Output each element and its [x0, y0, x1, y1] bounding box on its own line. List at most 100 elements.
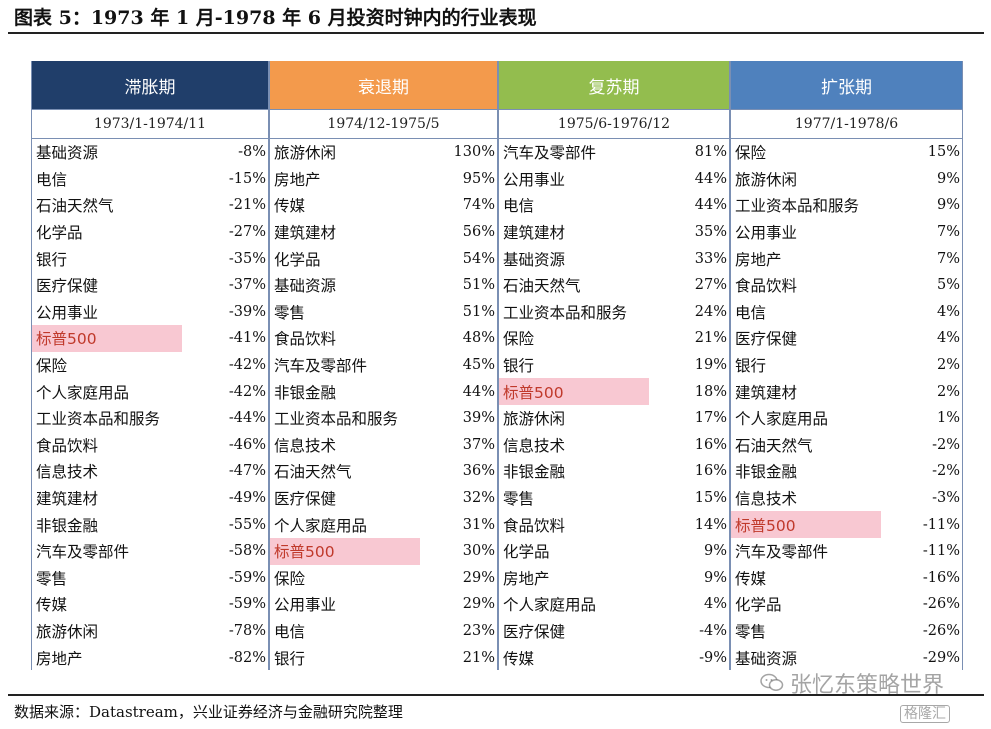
return-value: 4% [936, 330, 960, 347]
return-value: 74% [462, 197, 495, 214]
industry-name: 建筑建材 [503, 224, 566, 243]
industry-name: 银行 [274, 649, 306, 668]
table-row: 房地产 9% [499, 565, 729, 592]
industry-name: 信息技术 [274, 436, 337, 455]
table-row: 医疗保健 -37% [32, 272, 268, 299]
column-header: 滞胀期 [32, 61, 268, 109]
return-value: 44% [462, 383, 495, 400]
column-1: 衰退期 1974/12-1975/5 旅游休闲 130% 房地产 95% 传媒 74% 建筑建材… [269, 61, 498, 670]
table-row: 工业资本品和服务 39% [270, 405, 497, 432]
return-value: 36% [462, 463, 495, 480]
column-period: 1975/6-1976/12 [499, 109, 729, 139]
table-row: 建筑建材 56% [270, 219, 497, 246]
industry-name: 传媒 [36, 596, 68, 615]
industry-name: 医疗保健 [274, 490, 337, 509]
industry-name: 传媒 [503, 649, 535, 668]
return-value: -16% [922, 569, 960, 586]
industry-name: 公用事业 [274, 596, 337, 615]
return-value: 48% [462, 330, 495, 347]
industry-name: 房地产 [36, 649, 83, 668]
industry-name: 化学品 [36, 224, 83, 243]
return-value: 29% [462, 596, 495, 613]
table-row: 房地产 95% [270, 166, 497, 193]
table-row: 建筑建材 -49% [32, 485, 268, 512]
column-2: 复苏期 1975/6-1976/12 汽车及零部件 81% 公用事业 44% 电信 44% 建筑… [498, 61, 730, 670]
table-row: 医疗保健 -4% [499, 618, 729, 645]
return-value: 30% [462, 543, 495, 560]
industry-name: 标普500 [274, 543, 335, 562]
table-row: 电信 -15% [32, 166, 268, 193]
return-value: 51% [462, 303, 495, 320]
table-row: 银行 2% [731, 352, 962, 379]
industry-name: 食品饮料 [503, 516, 566, 535]
industry-name: 建筑建材 [274, 224, 337, 243]
return-value: 14% [694, 516, 727, 533]
industry-name: 旅游休闲 [36, 622, 99, 641]
industry-name: 工业资本品和服务 [503, 303, 628, 322]
table-row: 个人家庭用品 1% [731, 405, 962, 432]
return-value: 54% [462, 250, 495, 267]
table-row: 食品饮料 48% [270, 325, 497, 352]
watermark-secondary-text: 格隆汇 [900, 705, 950, 723]
industry-name: 旅游休闲 [274, 144, 337, 163]
industry-name: 石油天然气 [36, 197, 114, 216]
return-value: 16% [694, 436, 727, 453]
industry-name: 化学品 [274, 250, 321, 269]
return-value: -2% [932, 436, 960, 453]
table-row: 汽车及零部件 45% [270, 352, 497, 379]
return-value: -44% [228, 410, 266, 427]
industry-name: 房地产 [735, 250, 782, 269]
industry-name: 公用事业 [735, 224, 798, 243]
industry-name: 信息技术 [735, 490, 798, 509]
table-row: 零售 51% [270, 299, 497, 326]
table-row: 化学品 -26% [731, 591, 962, 618]
table-row: 个人家庭用品 31% [270, 511, 497, 538]
return-value: 44% [694, 197, 727, 214]
return-value: 7% [936, 224, 960, 241]
table-row: 基础资源 -8% [32, 139, 268, 166]
table-row: 食品饮料 14% [499, 511, 729, 538]
industry-name: 保险 [735, 144, 767, 163]
table-row: 汽车及零部件 -11% [731, 538, 962, 565]
industry-name: 个人家庭用品 [274, 516, 368, 535]
return-value: 7% [936, 250, 960, 267]
return-value: -15% [228, 170, 266, 187]
industry-name: 零售 [274, 303, 306, 322]
table-row: 建筑建材 2% [731, 378, 962, 405]
table-row: 传媒 74% [270, 192, 497, 219]
industry-name: 信息技术 [36, 463, 99, 482]
industry-name: 基础资源 [36, 144, 99, 163]
table-row: 旅游休闲 9% [731, 166, 962, 193]
table-row: 传媒 -16% [731, 565, 962, 592]
table-row: 公用事业 44% [499, 166, 729, 193]
return-value: -46% [228, 436, 266, 453]
industry-name: 电信 [36, 170, 68, 189]
return-value: -9% [699, 649, 727, 666]
industry-name: 建筑建材 [735, 383, 798, 402]
return-value: -29% [922, 649, 960, 666]
return-value: 2% [936, 383, 960, 400]
column-period: 1974/12-1975/5 [270, 109, 497, 139]
industry-name: 非银金融 [36, 516, 99, 535]
column-period: 1977/1-1978/6 [731, 109, 962, 139]
return-value: 130% [453, 144, 495, 161]
industry-name: 医疗保健 [735, 330, 798, 349]
return-value: -59% [228, 596, 266, 613]
return-value: 23% [462, 622, 495, 639]
column-period: 1973/1-1974/11 [32, 109, 268, 139]
industry-name: 非银金融 [735, 463, 798, 482]
table-row: 石油天然气 27% [499, 272, 729, 299]
source-note: 数据来源：Datastream，兴业证券经济与金融研究院整理 [14, 703, 403, 721]
industry-name: 保险 [274, 569, 306, 588]
industry-name: 传媒 [735, 569, 767, 588]
table-row: 银行 -35% [32, 245, 268, 272]
return-value: -26% [922, 596, 960, 613]
table-row: 信息技术 37% [270, 432, 497, 459]
table-row: 工业资本品和服务 24% [499, 299, 729, 326]
return-value: 4% [703, 596, 727, 613]
table-row: 旅游休闲 -78% [32, 618, 268, 645]
return-value: 21% [462, 649, 495, 666]
industry-name: 建筑建材 [36, 490, 99, 509]
industry-name: 标普500 [36, 330, 97, 349]
industry-name: 医疗保健 [503, 622, 566, 641]
